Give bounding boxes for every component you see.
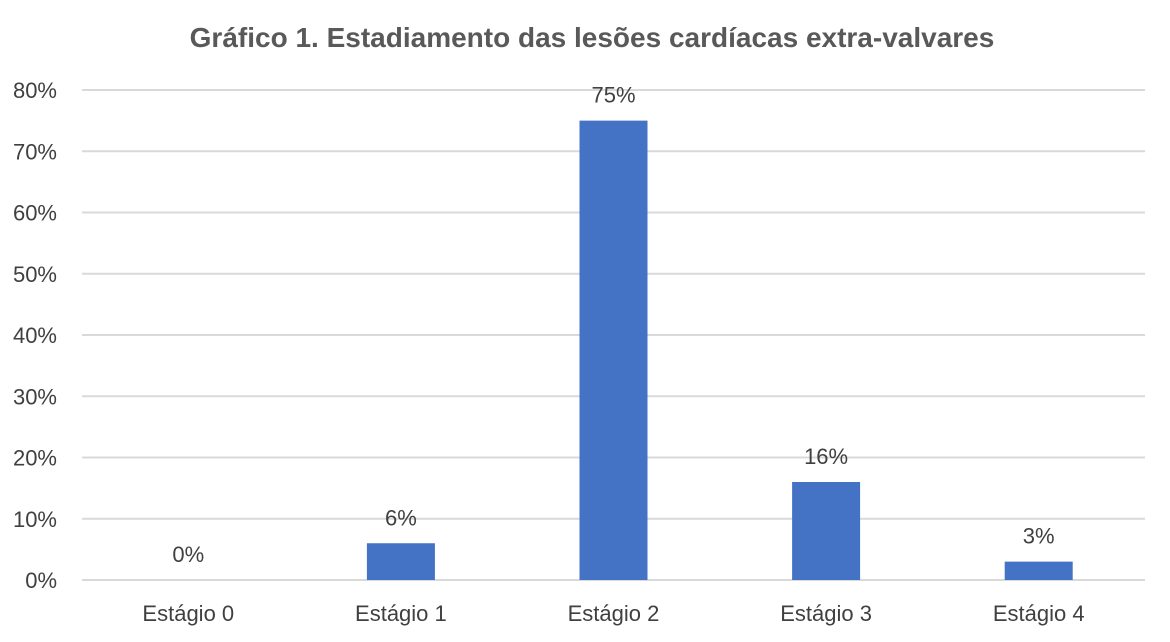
bar: [792, 482, 861, 580]
bar: [366, 543, 435, 580]
data-label: 6%: [385, 505, 417, 530]
y-tick-label: 30%: [13, 384, 57, 409]
data-label: 16%: [804, 444, 848, 469]
x-tick-label: Estágio 1: [355, 601, 447, 626]
y-tick-label: 80%: [13, 78, 57, 103]
bar: [1004, 561, 1073, 580]
data-label: 75%: [591, 83, 635, 108]
x-tick-label: Estágio 3: [780, 601, 872, 626]
y-tick-label: 10%: [13, 507, 57, 532]
x-tick-label: Estágio 4: [993, 601, 1085, 626]
y-tick-label: 60%: [13, 201, 57, 226]
y-tick-label: 50%: [13, 262, 57, 287]
y-tick-label: 0%: [25, 568, 57, 593]
data-label: 0%: [172, 542, 204, 567]
y-tick-label: 70%: [13, 139, 57, 164]
y-tick-label: 20%: [13, 446, 57, 471]
bar: [579, 120, 648, 580]
x-tick-label: Estágio 0: [142, 601, 234, 626]
y-tick-label: 40%: [13, 323, 57, 348]
data-label: 3%: [1023, 524, 1055, 549]
x-tick-label: Estágio 2: [568, 601, 660, 626]
chart-title: Gráfico 1. Estadiamento das lesões cardí…: [190, 22, 995, 53]
